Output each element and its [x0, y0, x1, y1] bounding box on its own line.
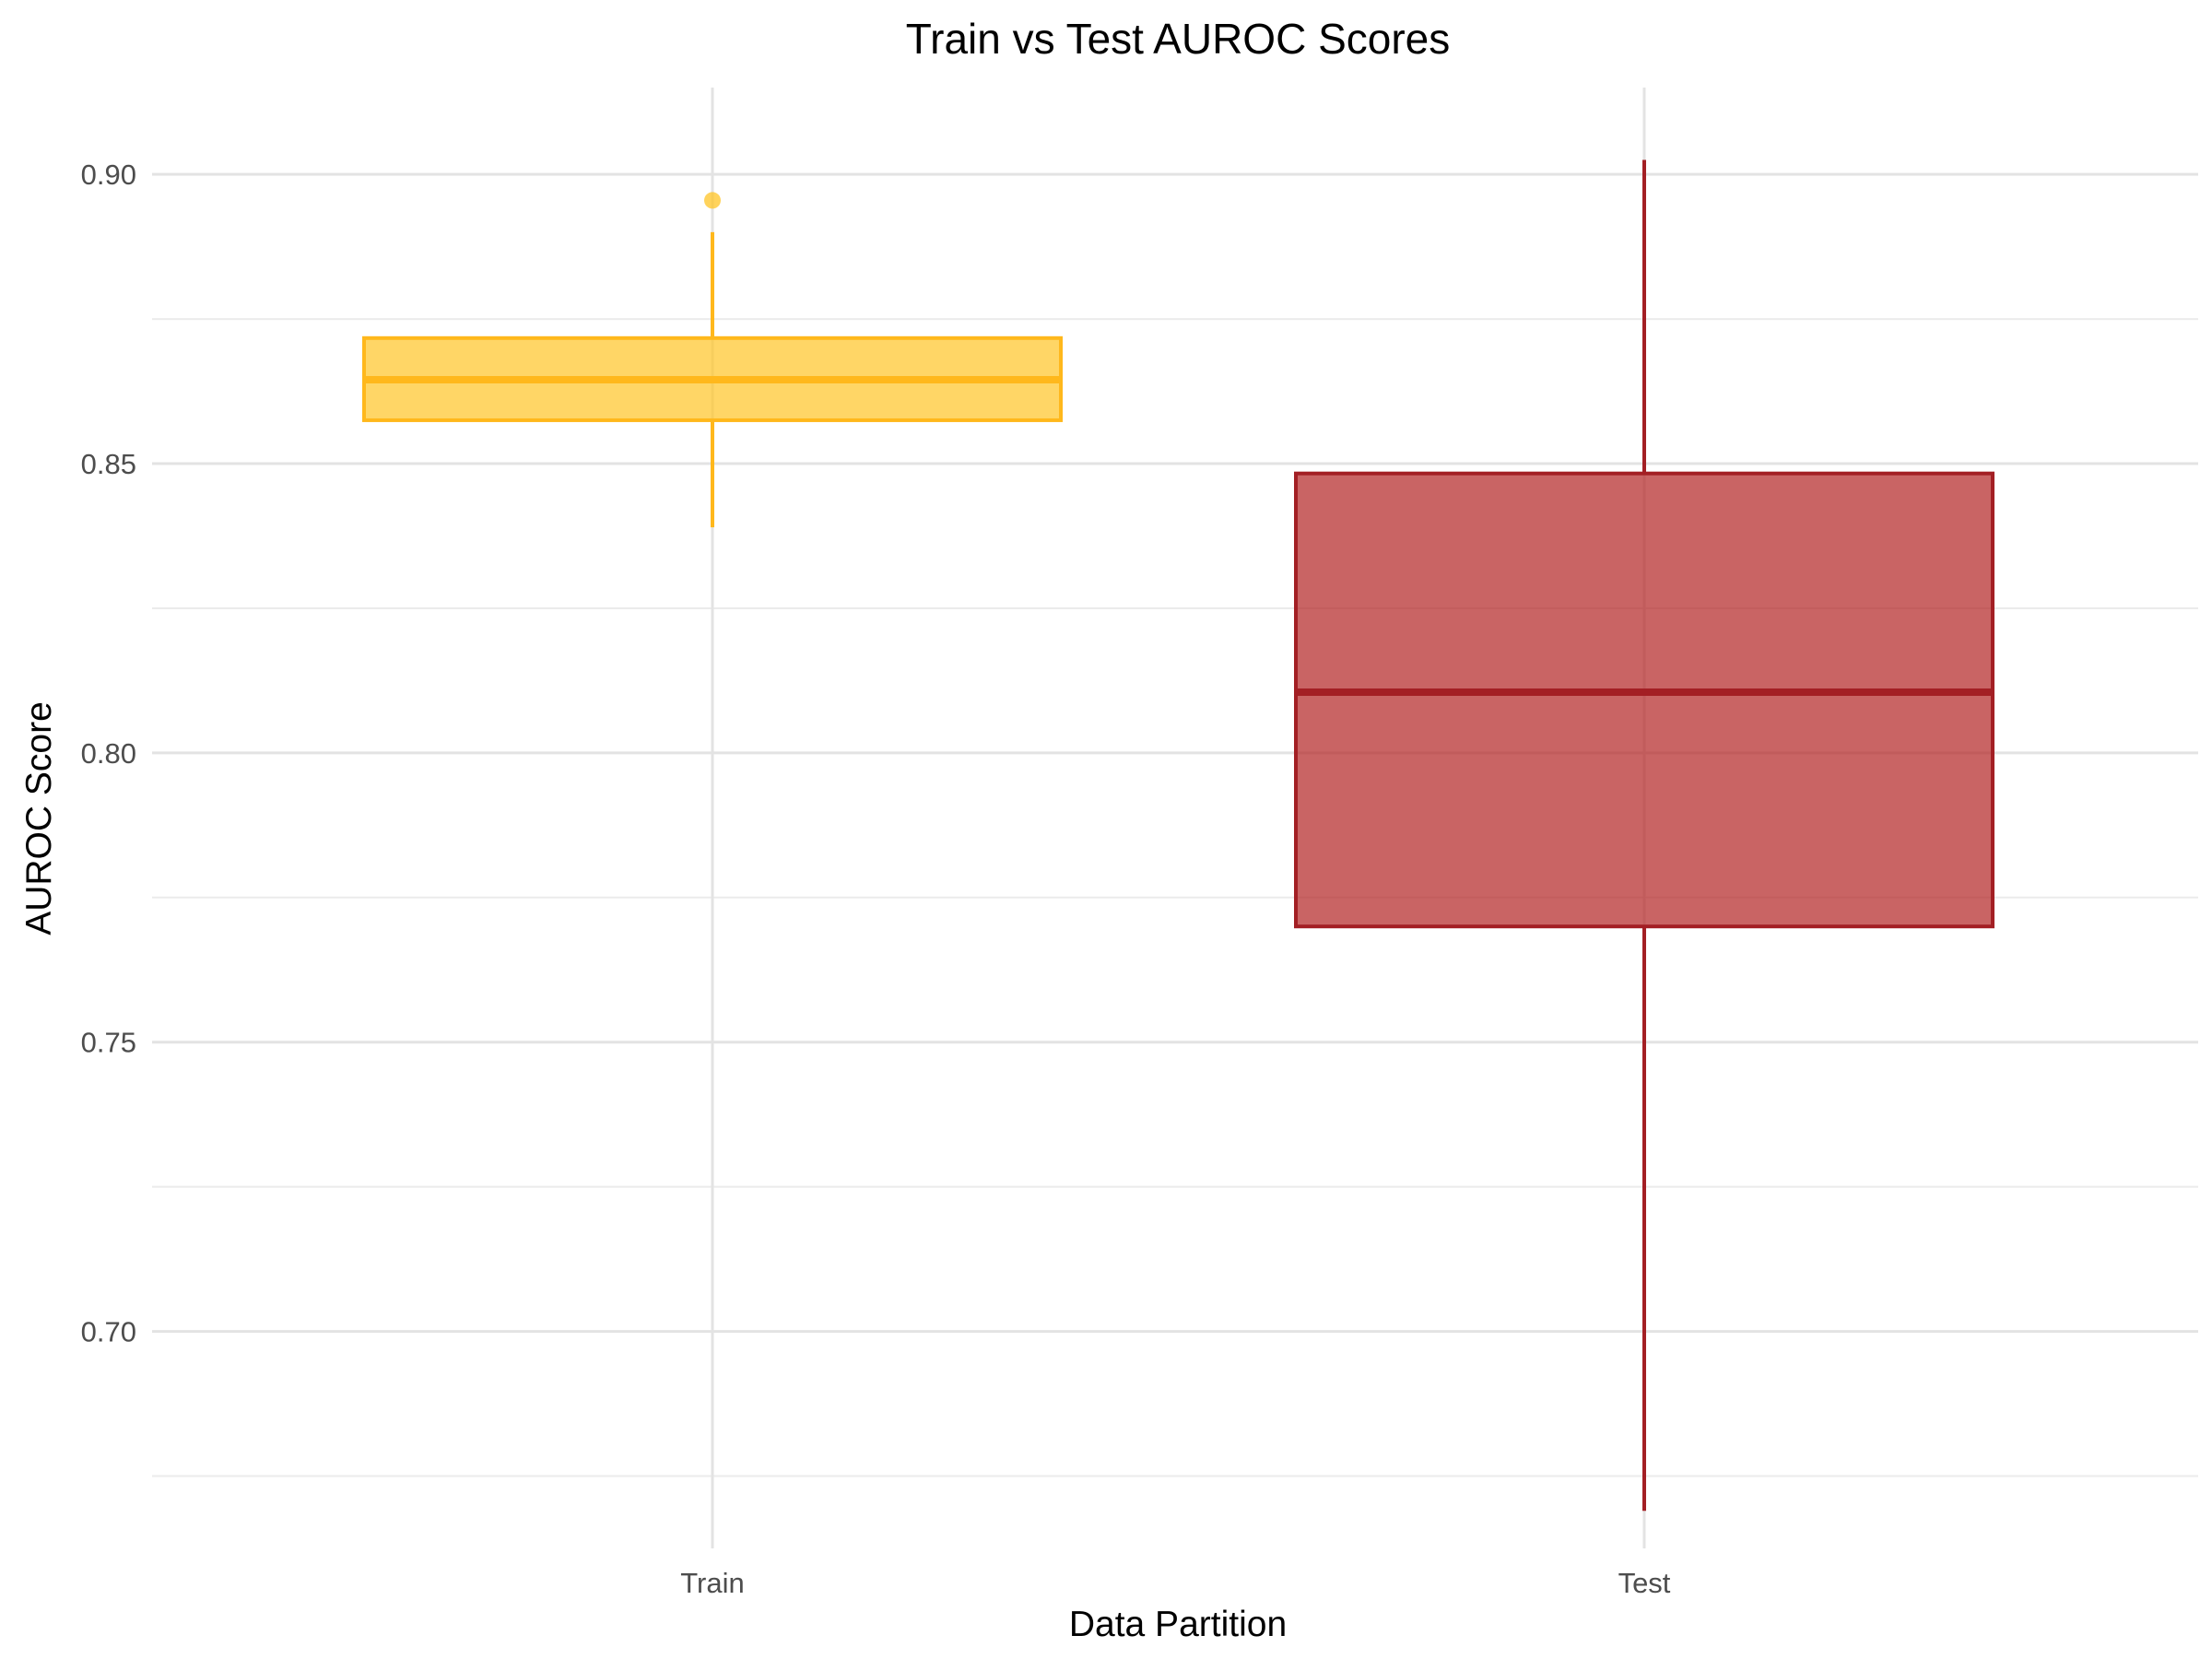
- y-axis-title: AUROC Score: [19, 701, 59, 935]
- x-axis-title: Data Partition: [1069, 1605, 1287, 1644]
- y-tick-label: 0.85: [81, 448, 136, 480]
- x-tick-label: Test: [1618, 1567, 1671, 1599]
- outlier-point: [704, 192, 721, 209]
- y-tick-label: 0.70: [81, 1316, 136, 1348]
- chart-title: Train vs Test AUROC Scores: [906, 15, 1451, 63]
- box-test: [1294, 159, 1994, 1512]
- box-train: [362, 192, 1063, 528]
- iqr-box: [1294, 471, 1994, 929]
- box-layer: [362, 159, 1994, 1512]
- y-tick-labels: 0.70 0.75 0.80 0.85 0.90: [81, 159, 136, 1347]
- x-tick-label: Train: [680, 1567, 744, 1599]
- y-tick-label: 0.80: [81, 737, 136, 770]
- x-tick-labels: Train Test: [680, 1567, 1671, 1599]
- y-tick-label: 0.90: [81, 159, 136, 191]
- y-tick-label: 0.75: [81, 1027, 136, 1059]
